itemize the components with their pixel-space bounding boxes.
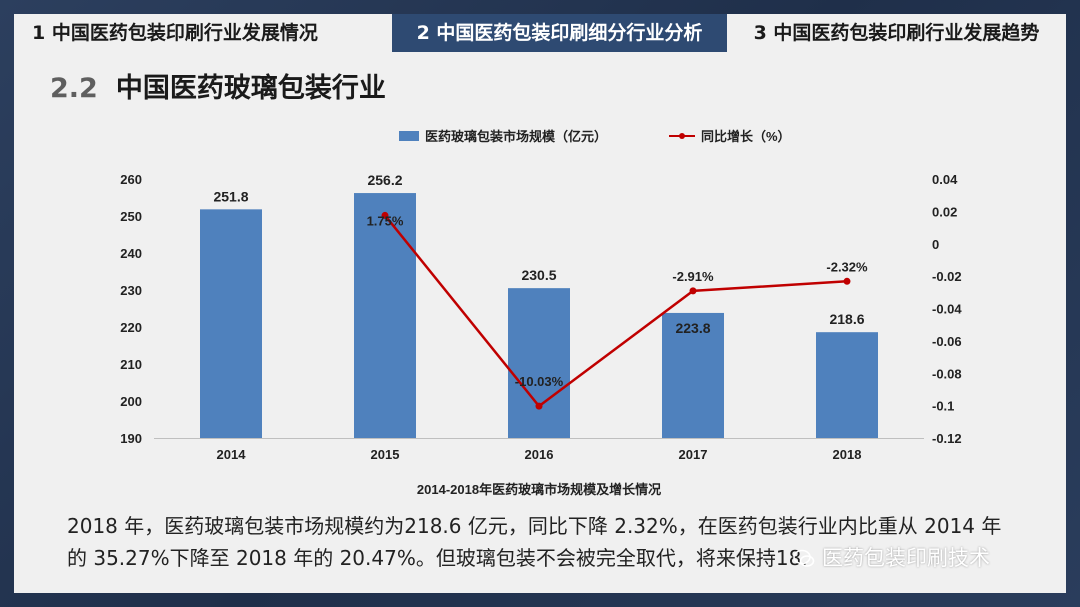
growth-value-label: -2.91% [672, 269, 714, 284]
legend-label-growth: 同比增长（%） [701, 129, 791, 144]
growth-point-2015 [381, 211, 389, 219]
body-line-1: 2018 年，医药玻璃包装市场规模约为218.6 亿元，同比下降 2.32%，在… [67, 514, 1002, 538]
bar-value-label: 218.6 [829, 311, 864, 327]
y-right-tick-label: -0.06 [932, 334, 962, 349]
tab-bar: 1 中国医药包装印刷行业发展情况 2 中国医药包装印刷细分行业分析 3 中国医药… [14, 14, 1066, 52]
body-line-2: 的 35.27%下降至 2018 年的 20.47%。但玻璃包装不会被完全取代，… [67, 546, 808, 570]
x-tick-label: 2016 [525, 447, 554, 462]
legend-swatch-market-size [399, 131, 419, 141]
y-right-tick-label: -0.02 [932, 269, 962, 284]
bar-value-label: 230.5 [521, 267, 556, 283]
tab-segment-analysis[interactable]: 2 中国医药包装印刷细分行业分析 [392, 14, 727, 52]
legend-label-market-size: 医药玻璃包装市场规模（亿元） [425, 129, 607, 144]
combo-chart: 医药玻璃包装市场规模（亿元） 同比增长（%） 190 200 210 220 230 240 2… [120, 129, 962, 497]
growth-point-2018 [843, 277, 851, 285]
watermark-text: 医药包装印刷技术 [822, 546, 990, 570]
growth-point-2016 [535, 402, 543, 410]
y-left-tick-label: 260 [120, 172, 142, 187]
chart-title: 2014-2018年医药玻璃市场规模及增长情况 [417, 482, 661, 497]
x-tick-label: 2017 [679, 447, 708, 462]
y-left-tick-label: 200 [120, 394, 142, 409]
x-tick-label: 2014 [217, 447, 247, 462]
section-number: 2.2 [50, 73, 98, 104]
y-left-tick-label: 250 [120, 209, 142, 224]
bar-value-label: 251.8 [213, 188, 248, 204]
y-left-tick-label: 220 [120, 320, 142, 335]
watermark: 医药包装印刷技术 [792, 542, 990, 572]
y-right-tick-label: 0 [932, 237, 939, 252]
growth-value-label: -10.03% [515, 374, 564, 389]
bar-value-label: 223.8 [675, 320, 710, 336]
x-tick-label: 2018 [833, 447, 862, 462]
bar-market-size-2014 [200, 209, 262, 438]
y-left-tick-label: 230 [120, 283, 142, 298]
y-right-tick-label: -0.1 [932, 399, 954, 414]
slide: 1 中国医药包装印刷行业发展情况 2 中国医药包装印刷细分行业分析 3 中国医药… [14, 14, 1066, 593]
growth-value-label: 1.75% [367, 213, 404, 228]
bar-market-size-2017 [662, 312, 724, 438]
x-tick-label: 2015 [371, 447, 400, 462]
y-left-tick-label: 210 [120, 357, 142, 372]
bar-value-label: 256.2 [367, 172, 402, 188]
y-right-tick-label: 0.04 [932, 172, 958, 187]
growth-value-label: -2.32% [826, 259, 868, 274]
growth-point-2017 [689, 287, 697, 295]
y-right-tick-label: -0.04 [932, 302, 962, 317]
y-left-tick-label: 190 [120, 431, 142, 446]
growth-line [384, 214, 848, 408]
wechat-icon [793, 549, 815, 567]
y-right-tick-label: -0.12 [932, 431, 962, 446]
legend-marker-growth [679, 133, 685, 139]
tab-industry-trends[interactable]: 3 中国医药包装印刷行业发展趋势 [727, 14, 1066, 52]
bar-market-size-2015 [354, 193, 416, 438]
bar-market-size-2016 [508, 288, 570, 438]
section-title: 2.2 中国医药玻璃包装行业 [50, 66, 386, 105]
section-heading: 中国医药玻璃包装行业 [115, 73, 386, 104]
y-right-tick-label: 0.02 [932, 204, 957, 219]
y-left-tick-label: 240 [120, 246, 142, 261]
bar-market-size-2018 [816, 332, 878, 438]
tab-industry-development[interactable]: 1 中国医药包装印刷行业发展情况 [14, 14, 386, 52]
y-right-tick-label: -0.08 [932, 366, 962, 381]
body-paragraph: 2018 年，医药玻璃包装市场规模约为218.6 亿元，同比下降 2.32%，在… [67, 510, 1047, 574]
